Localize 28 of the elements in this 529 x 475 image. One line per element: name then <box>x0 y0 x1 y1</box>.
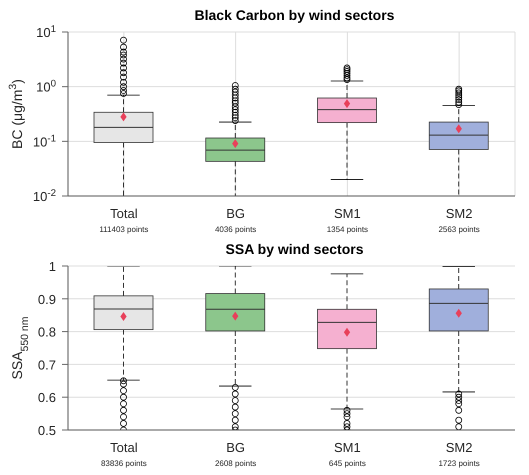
x-tick-label: Total <box>110 206 138 221</box>
text: 2563 points <box>438 225 480 234</box>
text: 4036 points <box>214 225 256 234</box>
text: 83836 points <box>100 459 147 468</box>
x-tick-label: BG <box>226 206 246 221</box>
y-tick-label: 10$^{1}$ <box>36 24 56 40</box>
chart-title: Black Carbon by wind sectors <box>194 7 396 23</box>
text: 645 points <box>328 459 366 468</box>
x-tick-label: SM1 <box>334 440 361 455</box>
text: 1723 points <box>438 459 480 468</box>
y-tick-label: 1 <box>48 259 56 274</box>
x-tick-label: SM1 <box>334 206 361 221</box>
x-tick-label: Total <box>110 440 138 455</box>
x-tick-label: SM2 <box>446 440 472 455</box>
chart-title: SSA by wind sectors <box>224 241 364 257</box>
text: 2608 points <box>214 459 256 468</box>
x-tick-label: SM2 <box>446 206 472 221</box>
y-tick-label: 0.7 <box>38 357 56 372</box>
y-tick-label: 10$^{-1}$ <box>32 132 56 150</box>
text: 111403 points <box>99 225 148 234</box>
y-tick-label: 10$^{0}$ <box>36 78 57 95</box>
x-tick-label: BG <box>226 440 246 455</box>
y-tick-label: 0.5 <box>38 423 56 438</box>
y-tick-label: 0.9 <box>38 292 56 307</box>
y-tick-label: 10$^{-2}$ <box>32 188 56 204</box>
y-tick-label: 0.6 <box>38 390 56 406</box>
text: 1354 points <box>326 225 368 234</box>
y-tick-label: 0.8 <box>38 324 56 340</box>
